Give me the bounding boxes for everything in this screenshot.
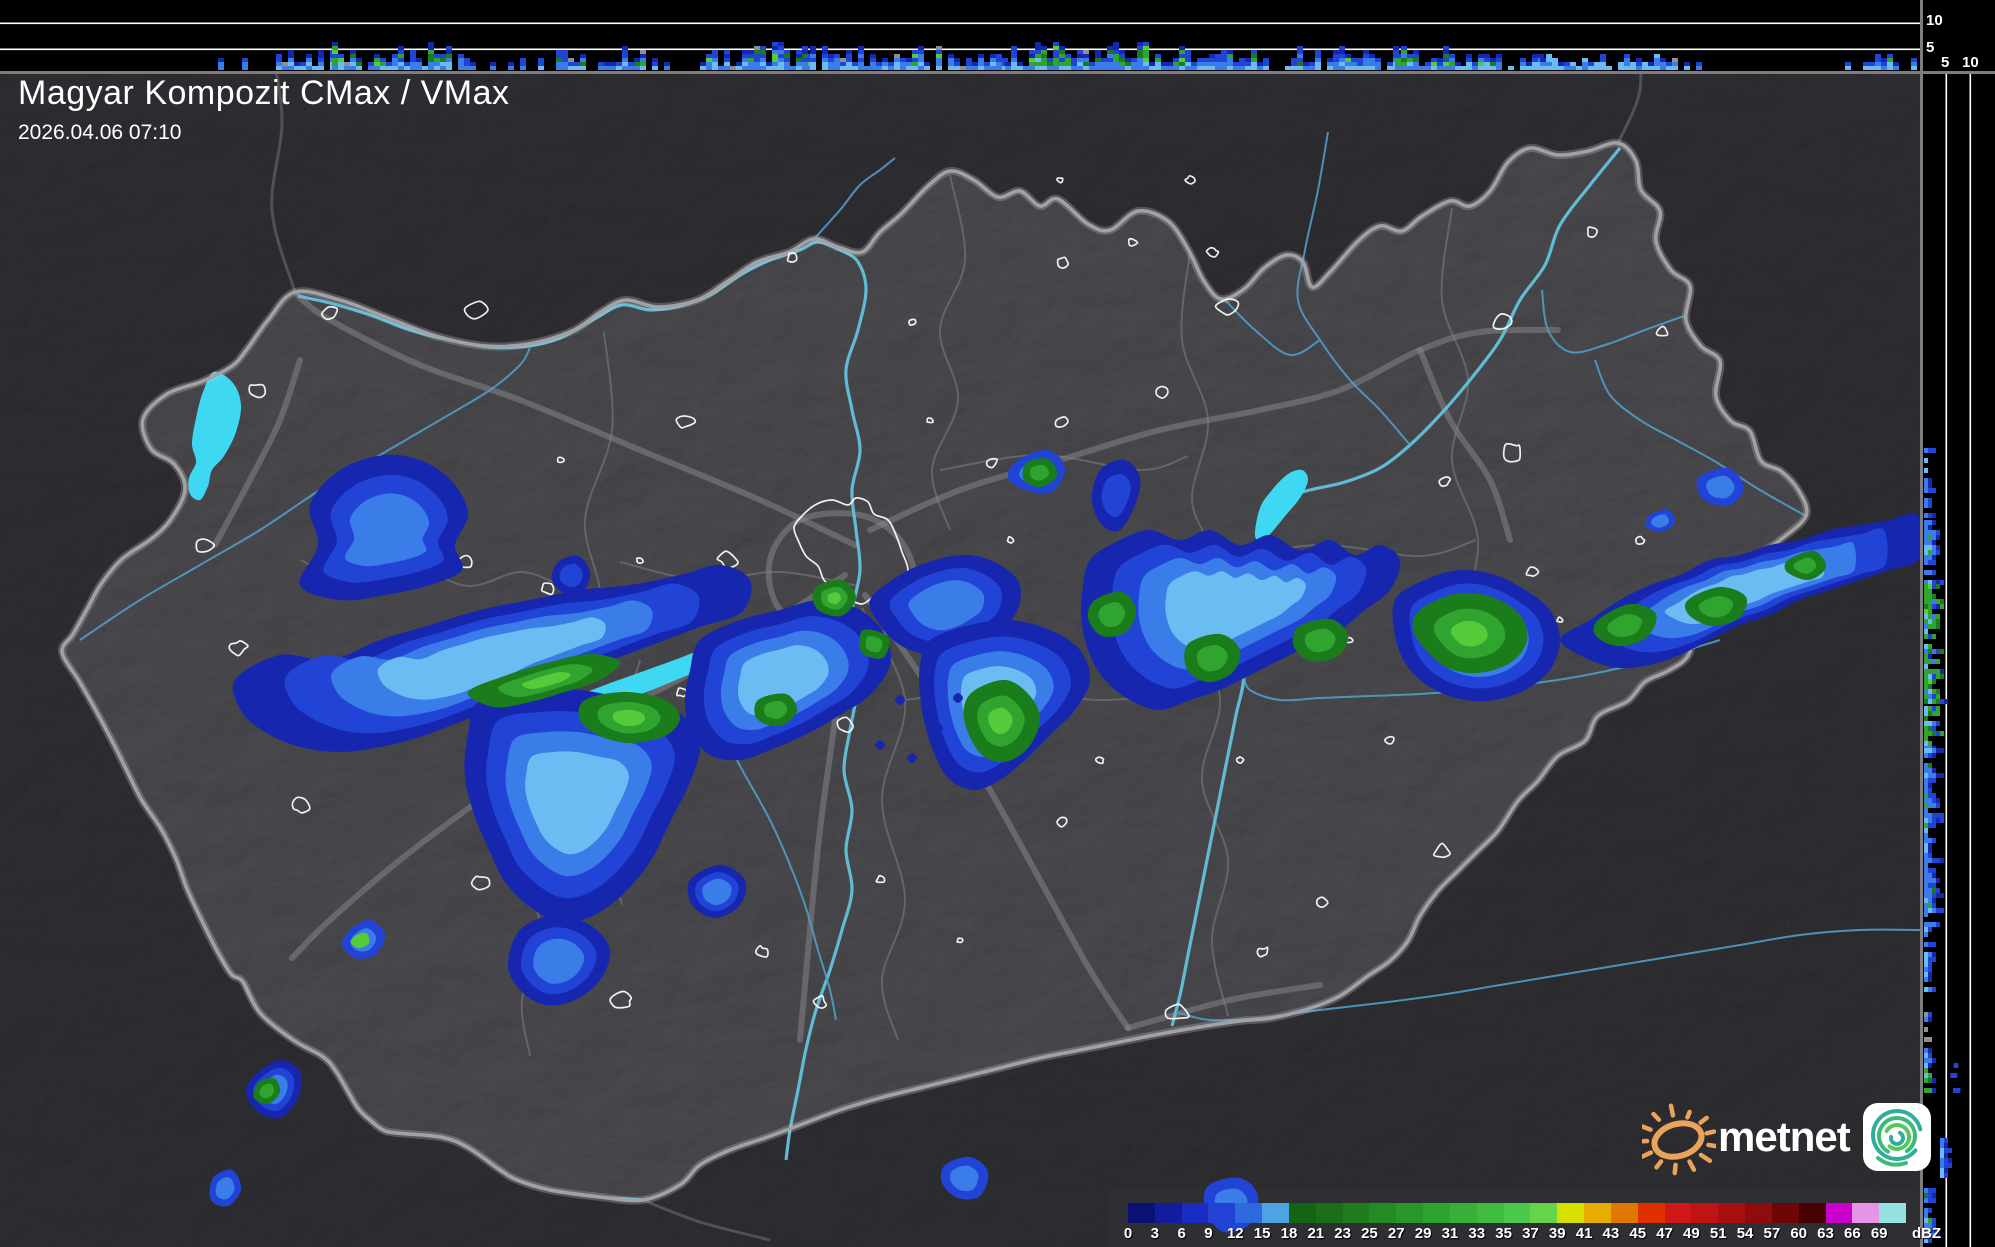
colorbar-tick: 15 (1253, 1225, 1271, 1242)
right-profile-10km-label: 10 (1962, 54, 1979, 71)
colorbar-cell (1503, 1203, 1531, 1223)
colorbar-cell (1476, 1203, 1504, 1223)
colorbar-cell (1825, 1203, 1853, 1223)
colorbar-cell (1262, 1203, 1289, 1223)
colorbar-cell (1584, 1203, 1611, 1223)
colorbar-cell (1181, 1203, 1209, 1223)
right-height-profile (1922, 72, 1995, 1247)
colorbar-cell (1128, 1203, 1155, 1223)
timestamp: 2026.04.06 07:10 (18, 121, 182, 144)
colorbar-tick: 3 (1150, 1225, 1159, 1242)
colorbar-tick: 45 (1629, 1225, 1647, 1242)
colorbar-tick: 35 (1495, 1225, 1512, 1242)
colorbar-tick: 33 (1468, 1225, 1486, 1242)
metnet-logo: metnet (1642, 1094, 1934, 1180)
colorbar-cell (1449, 1203, 1477, 1223)
colorbar-unit: dBZ (1912, 1225, 1942, 1242)
colorbar-cell (1208, 1203, 1236, 1223)
profile-divider-horizontal (0, 71, 1995, 74)
colorbar-tick: 39 (1548, 1225, 1566, 1242)
colorbar-tick: 0 (1123, 1225, 1133, 1242)
colorbar-tick: 47 (1656, 1225, 1673, 1242)
colorbar-tick: 31 (1441, 1225, 1459, 1242)
colorbar-tick: 37 (1522, 1225, 1539, 1242)
colorbar-cell (1396, 1203, 1424, 1223)
dbz-colorbar: 0 3 6 9 12 15 18 21 23 25 27 29 31 33 35 37 39 41 43 45 47 49… (1124, 1203, 1948, 1243)
colorbar-tick: 54 (1736, 1225, 1754, 1242)
colorbar-cell (1154, 1203, 1182, 1223)
colorbar-cell (1530, 1203, 1558, 1223)
colorbar-tick: 12 (1226, 1225, 1244, 1242)
right-profile-5km-label: 5 (1941, 54, 1950, 71)
profile-axis-corner: 10 5 5 10 (1923, 0, 1995, 71)
top-profile-5km-label: 5 (1926, 39, 1935, 56)
colorbar-cell (1771, 1203, 1799, 1223)
dbz-colorbar-cells (1128, 1203, 1907, 1223)
colorbar-tick: 57 (1763, 1225, 1781, 1242)
colorbar-cell (1342, 1203, 1370, 1223)
colorbar-cell (1879, 1203, 1907, 1223)
colorbar-cell (1637, 1203, 1665, 1223)
colorbar-tick: 9 (1204, 1225, 1213, 1242)
colorbar-tick: 21 (1307, 1225, 1325, 1242)
colorbar-cell (1718, 1203, 1746, 1223)
swirl-app-icon (1862, 1103, 1931, 1171)
colorbar-tick: 63 (1817, 1225, 1834, 1242)
colorbar-tick: 18 (1280, 1225, 1298, 1242)
colorbar-cell (1691, 1203, 1719, 1223)
colorbar-tick: 25 (1361, 1225, 1378, 1242)
top-height-profile (0, 0, 1921, 71)
colorbar-tick: 60 (1790, 1225, 1808, 1242)
colorbar-cell (1423, 1203, 1450, 1223)
colorbar-tick: 51 (1709, 1225, 1727, 1242)
colorbar-tick: 27 (1387, 1225, 1405, 1242)
radar-echo-layer (209, 449, 1923, 1207)
colorbar-tick: 66 (1844, 1225, 1861, 1242)
colorbar-cell (1852, 1203, 1880, 1223)
colorbar-cell (1557, 1203, 1585, 1223)
colorbar-cell (1610, 1203, 1638, 1223)
sun-icon (1642, 1103, 1716, 1176)
colorbar-cell (1798, 1203, 1826, 1223)
dbz-colorbar-ticks: 0 3 6 9 12 15 18 21 23 25 27 29 31 33 35 37 39 41 43 45 47 49… (1124, 1225, 1948, 1243)
colorbar-tick: 29 (1414, 1225, 1432, 1242)
title-block: Magyar Kompozit CMax / VMax 2026.04.06 0… (18, 74, 510, 145)
colorbar-tick: 23 (1334, 1225, 1351, 1242)
colorbar-tick: 41 (1575, 1225, 1593, 1242)
colorbar-cell (1315, 1203, 1343, 1223)
colorbar-cell (1664, 1203, 1692, 1223)
colorbar-tick: 43 (1602, 1225, 1620, 1242)
profile-divider-vertical (1920, 0, 1923, 1247)
top-profile-10km-label: 10 (1926, 12, 1943, 29)
colorbar-tick: 6 (1177, 1225, 1186, 1242)
country-border (57, 138, 1811, 1205)
colorbar-cell (1369, 1203, 1397, 1223)
colorbar-tick: 69 (1870, 1225, 1888, 1242)
metnet-wordmark: metnet (1718, 1113, 1851, 1160)
colorbar-tick: 49 (1683, 1225, 1700, 1242)
colorbar-cell (1288, 1203, 1316, 1223)
page-title: Magyar Kompozit CMax / VMax (18, 74, 510, 112)
colorbar-cell (1745, 1203, 1772, 1223)
colorbar-cell (1235, 1203, 1263, 1223)
